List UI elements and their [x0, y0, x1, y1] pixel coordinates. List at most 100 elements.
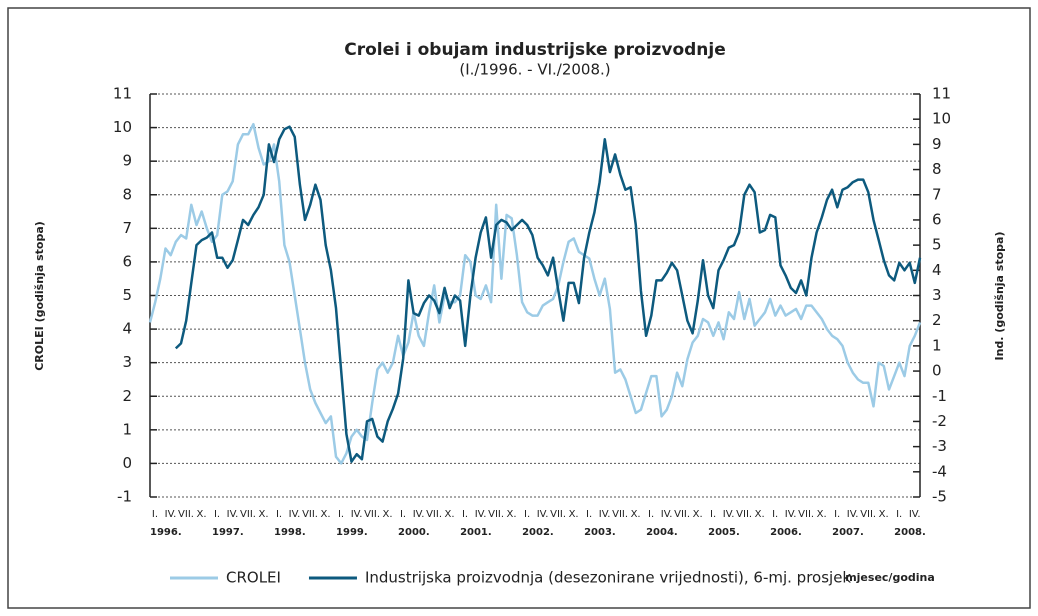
x-tick-label: IV. [661, 509, 673, 520]
y2-tick-label: 0 [932, 362, 942, 380]
series-line [148, 122, 922, 465]
year-label: 2007. [832, 527, 864, 538]
y-tick-label: 6 [122, 252, 132, 270]
legend-label: CROLEI [226, 569, 281, 587]
y2-tick-label: -2 [932, 412, 947, 430]
y-tick-label: 3 [122, 353, 132, 371]
y2-tick-label: 11 [932, 85, 951, 103]
y2-tick-label: 7 [932, 185, 942, 203]
x-tick-label: IV. [537, 509, 549, 520]
y2-tick-label: 10 [932, 110, 951, 128]
y2-tick-label: -1 [932, 387, 947, 405]
x-tick-label: VII. [426, 509, 442, 520]
y2-tick-label: 5 [932, 236, 942, 254]
year-label: 2003. [584, 527, 616, 538]
y2-tick-label: 2 [932, 311, 942, 329]
y-tick-label: 7 [122, 219, 132, 237]
y2-tick-label: 9 [932, 135, 942, 153]
legend-label: Industrijska proizvodnja (desezonirane v… [365, 569, 851, 587]
year-label: 2008. [894, 527, 926, 538]
chart-subtitle: (I./1996. - VI./2008.) [459, 61, 610, 79]
x-tick-label: I. [834, 509, 840, 520]
x-tick-label: IV. [165, 509, 177, 520]
x-tick-label: X. [817, 509, 827, 520]
x-tick-label: I. [276, 509, 282, 520]
x-tick-label: IV. [227, 509, 239, 520]
x-tick-label: IV. [413, 509, 425, 520]
x-tick-label: I. [586, 509, 592, 520]
x-tick-label: X. [569, 509, 579, 520]
x-tick-label: IV. [723, 509, 735, 520]
x-tick-label: I. [710, 509, 716, 520]
year-label: 1997. [212, 527, 244, 538]
x-tick-label: X. [383, 509, 393, 520]
x-tick-label: X. [507, 509, 517, 520]
x-tick-label: VII. [736, 509, 752, 520]
x-tick-label: VII. [674, 509, 690, 520]
x-tick-label: I. [648, 509, 654, 520]
frame [7, 7, 1031, 609]
x-tick-label: I. [896, 509, 902, 520]
x-tick-label: X. [693, 509, 703, 520]
y2-tick-label: -4 [932, 462, 947, 480]
y-tick-label: -1 [117, 488, 132, 506]
y-tick-label: 11 [113, 85, 132, 103]
x-tick-label: I. [338, 509, 344, 520]
x-tick-label: X. [755, 509, 765, 520]
y-tick-label: 8 [122, 185, 132, 203]
x-tick-label: X. [321, 509, 331, 520]
x-tick-label: VII. [550, 509, 566, 520]
year-label: 2005. [708, 527, 740, 538]
x-tick-label: VII. [178, 509, 194, 520]
x-tick-label: IV. [847, 509, 859, 520]
year-label: 1998. [274, 527, 306, 538]
year-label: 2001. [460, 527, 492, 538]
y-tick-label: 2 [122, 387, 132, 405]
y-tick-label: 5 [122, 286, 132, 304]
y2-tick-label: 6 [932, 210, 942, 228]
x-tick-label: VII. [860, 509, 876, 520]
y2-axis-label: Ind. (godišnja stopa) [993, 232, 1006, 361]
year-label: 2006. [770, 527, 802, 538]
x-tick-label: IV. [289, 509, 301, 520]
y2-tick-label: 1 [932, 336, 942, 354]
y-tick-label: 10 [113, 118, 132, 136]
y-tick-label: 0 [122, 454, 132, 472]
x-tick-label: I. [524, 509, 530, 520]
y2-tick-label: -3 [932, 437, 947, 455]
x-tick-label: VII. [798, 509, 814, 520]
x-tick-label: X. [196, 509, 206, 520]
year-label: 1999. [336, 527, 368, 538]
x-tick-label: IV. [599, 509, 611, 520]
x-tick-label: IV. [909, 509, 921, 520]
x-tick-label: X. [445, 509, 455, 520]
x-tick-label: I. [214, 509, 220, 520]
y2-tick-label: 4 [932, 261, 942, 279]
series-line [174, 125, 922, 463]
x-tick-label: X. [631, 509, 641, 520]
x-tick-label: I. [400, 509, 406, 520]
y-axis-label: CROLEI (godišnja stopa) [33, 221, 46, 371]
y2-tick-label: 3 [932, 286, 942, 304]
x-tick-label: IV. [475, 509, 487, 520]
year-label: 2004. [646, 527, 678, 538]
x-axis-label: mjesec/godina [845, 571, 935, 584]
x-tick-label: IV. [351, 509, 363, 520]
y2-tick-label: -5 [932, 488, 947, 506]
x-tick-label: VII. [364, 509, 380, 520]
x-tick-label: I. [462, 509, 468, 520]
year-label: 1996. [150, 527, 182, 538]
y-tick-label: 1 [122, 420, 132, 438]
x-tick-label: VII. [488, 509, 504, 520]
year-label: 2000. [398, 527, 430, 538]
x-tick-label: VII. [240, 509, 256, 520]
year-label: 2002. [522, 527, 554, 538]
x-tick-label: X. [259, 509, 269, 520]
x-tick-label: VII. [302, 509, 318, 520]
y-tick-label: 9 [122, 152, 132, 170]
x-tick-label: IV. [785, 509, 797, 520]
x-tick-label: I. [152, 509, 158, 520]
y-tick-label: 4 [122, 320, 132, 338]
chart-title: Crolei i obujam industrijske proizvodnje [344, 40, 726, 60]
